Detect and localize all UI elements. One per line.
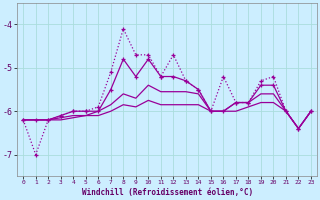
X-axis label: Windchill (Refroidissement éolien,°C): Windchill (Refroidissement éolien,°C) [82, 188, 253, 197]
